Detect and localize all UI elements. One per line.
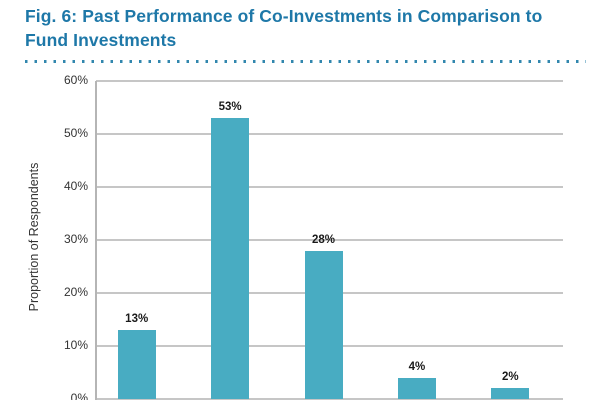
y-tick-label: 50% xyxy=(63,126,88,140)
y-tick-label: 20% xyxy=(63,285,88,299)
bar xyxy=(304,250,343,399)
gridline xyxy=(96,133,563,135)
figure-title-line-1: Fig. 6: Past Performance of Co-Investmen… xyxy=(25,6,543,26)
y-tick-label: 60% xyxy=(63,73,88,87)
bar xyxy=(211,118,250,399)
figure-title: Fig. 6: Past Performance of Co-Investmen… xyxy=(25,4,590,52)
bar-value-label: 4% xyxy=(408,360,426,373)
bar-value-label: 13% xyxy=(125,313,149,326)
gridline xyxy=(96,186,563,188)
gridline xyxy=(96,239,563,241)
bar xyxy=(117,330,156,399)
bar xyxy=(491,388,530,399)
bar-value-label: 2% xyxy=(501,371,519,384)
dotted-separator xyxy=(25,60,586,63)
figure-title-line-2: Fund Investments xyxy=(25,30,177,50)
gridline xyxy=(96,398,563,400)
y-tick-label: 30% xyxy=(63,232,88,246)
y-tick-label: 10% xyxy=(63,338,88,352)
y-tick-label: 40% xyxy=(63,179,88,193)
y-tick-label: 0% xyxy=(70,391,88,400)
gridline xyxy=(96,80,563,82)
bar xyxy=(397,377,436,399)
bar-value-label: 28% xyxy=(311,233,336,246)
y-axis-line xyxy=(95,81,97,400)
bar-value-label: 53% xyxy=(218,101,242,114)
